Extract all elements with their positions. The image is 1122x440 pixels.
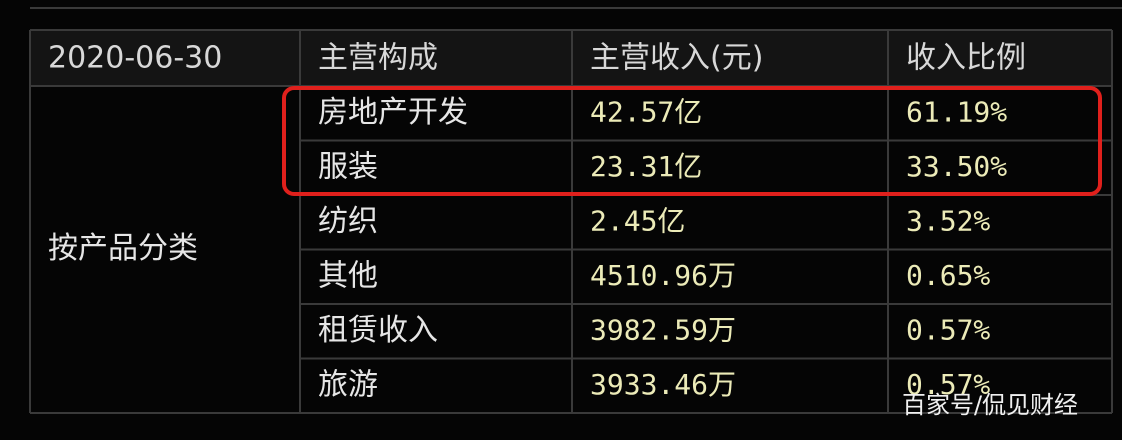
item-name: 租赁收入 [318, 313, 438, 348]
ratio: 0.65% [906, 259, 990, 292]
watermark: 百家号/侃见财经 [902, 391, 1078, 419]
revenue: 2.45亿 [590, 204, 685, 237]
header-cell: 收入比例 [906, 41, 1026, 76]
header-cell: 主营收入(元) [590, 41, 763, 76]
group-label: 按产品分类 [48, 231, 198, 266]
ratio: 0.57% [906, 313, 990, 346]
revenue: 42.57亿 [590, 95, 702, 128]
item-name: 旅游 [318, 367, 378, 402]
header-cell: 主营构成 [318, 41, 438, 76]
item-name: 服装 [318, 149, 378, 184]
revenue: 4510.96万 [590, 259, 736, 292]
ratio: 61.19% [906, 95, 1007, 128]
revenue: 23.31亿 [590, 150, 702, 183]
header-cell: 2020-06-30 [48, 41, 222, 76]
highlight-box [282, 86, 1102, 196]
ratio: 3.52% [906, 204, 990, 237]
revenue: 3933.46万 [590, 368, 736, 401]
revenue: 3982.59万 [590, 313, 736, 346]
item-name: 纺织 [318, 204, 378, 239]
ratio: 0.57% [906, 368, 990, 401]
item-name: 其他 [318, 258, 378, 293]
ratio: 33.50% [906, 150, 1007, 183]
item-name: 房地产开发 [318, 95, 468, 130]
